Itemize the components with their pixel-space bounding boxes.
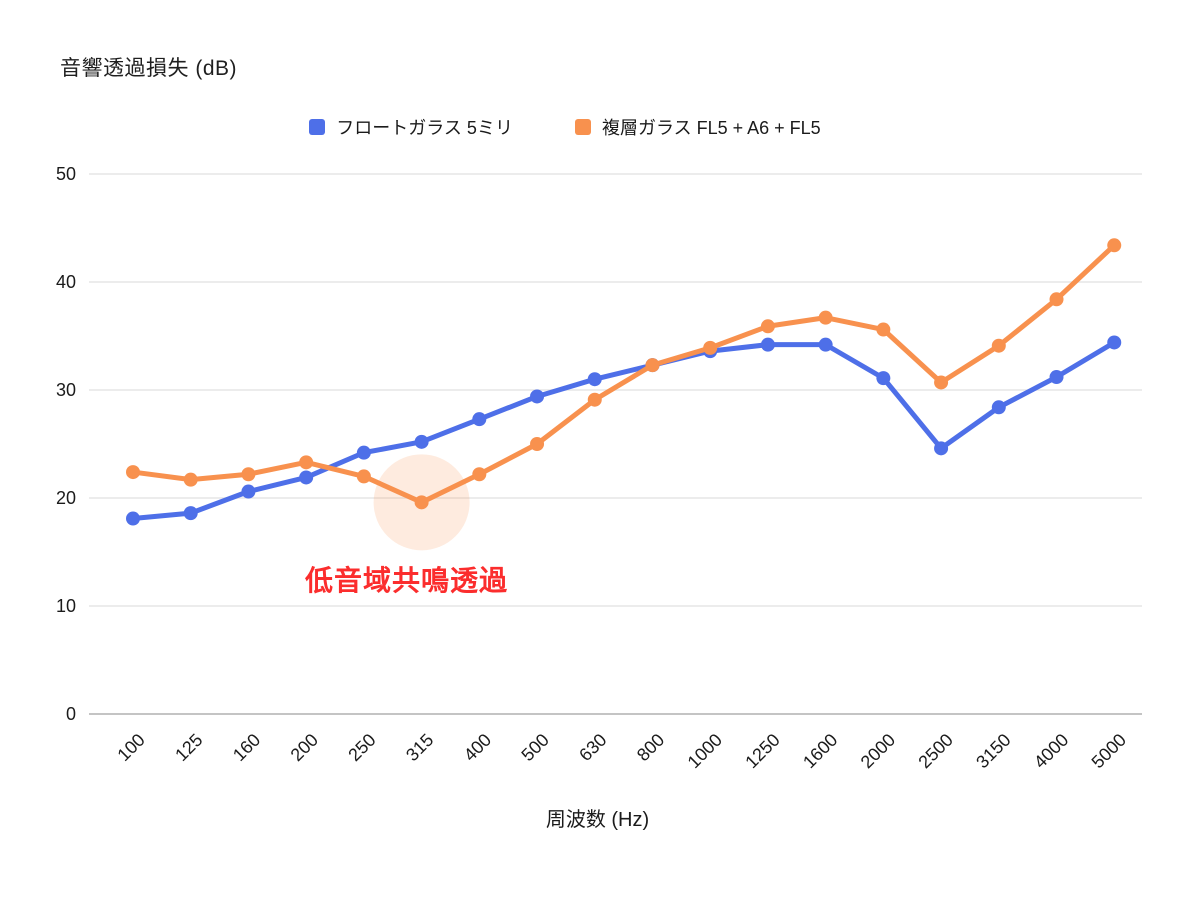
resonance-annotation: 低音域共鳴透過: [305, 565, 509, 596]
data-point: [356, 469, 371, 484]
legend-swatch-blue: [309, 119, 326, 135]
data-point: [1049, 292, 1064, 307]
legend-label: フロートガラス 5ミリ: [336, 118, 513, 138]
x-tick-label: 500: [517, 730, 552, 765]
x-tick-label: 400: [460, 730, 495, 765]
data-point: [703, 340, 718, 355]
series-float-glass: [126, 335, 1122, 526]
data-point: [183, 506, 198, 521]
data-point: [645, 358, 660, 373]
x-tick-label: 160: [229, 730, 264, 765]
x-tick-label: 1000: [684, 730, 726, 772]
legend-swatch-orange: [574, 119, 591, 135]
y-tick-label: 30: [56, 380, 76, 400]
x-tick-label: 2500: [914, 730, 956, 772]
y-tick-label: 20: [56, 488, 76, 508]
data-point: [530, 389, 545, 404]
y-axis-tick-labels: 0 10 20 30 40 50: [56, 164, 76, 724]
x-tick-label: 100: [113, 730, 148, 765]
data-point: [126, 511, 140, 526]
data-point: [472, 412, 487, 427]
x-axis-tick-labels: 100 125 160 200 250 315 400 500 630 800 1000 1250 16…: [113, 730, 1130, 772]
x-tick-label: 250: [344, 730, 379, 765]
legend: フロートガラス 5ミリ 複層ガラス FL5 + A6 + FL5: [0, 114, 1130, 140]
x-tick-label: 1600: [799, 730, 841, 772]
x-tick-label: 2000: [857, 730, 899, 772]
x-tick-label: 630: [575, 730, 610, 765]
data-point: [760, 337, 775, 352]
data-point: [530, 437, 545, 451]
data-point: [760, 319, 775, 334]
data-point: [876, 322, 891, 337]
chart-title: 音響透過損失 (dB): [60, 57, 238, 80]
data-point: [587, 372, 602, 387]
data-point: [299, 470, 314, 485]
data-point: [414, 434, 429, 449]
data-point: [356, 445, 371, 460]
series-line: [130, 242, 1117, 505]
data-point: [1107, 238, 1122, 253]
data-point: [126, 465, 140, 480]
y-tick-label: 40: [56, 272, 76, 292]
legend-label: 複層ガラス FL5 + A6 + FL5: [601, 118, 821, 138]
data-point: [876, 371, 891, 386]
x-tick-label: 5000: [1088, 730, 1130, 772]
x-tick-label: 800: [633, 730, 668, 765]
data-point: [991, 338, 1006, 353]
data-point: [183, 472, 198, 487]
y-tick-label: 10: [56, 596, 76, 616]
data-point: [934, 441, 949, 456]
data-point: [991, 400, 1006, 415]
data-point: [818, 310, 833, 325]
x-tick-label: 3150: [972, 730, 1014, 772]
data-point: [1049, 370, 1064, 385]
legend-item-double-glazing: 複層ガラス FL5 + A6 + FL5: [574, 114, 821, 140]
x-tick-label: 200: [287, 730, 322, 765]
x-tick-label: 125: [171, 730, 206, 765]
gridlines: [89, 173, 1142, 715]
data-point: [818, 337, 833, 352]
data-point: [299, 455, 314, 470]
x-axis-title: 周波数 (Hz): [545, 809, 650, 831]
series-double-glazing: [126, 238, 1122, 510]
x-tick-label: 4000: [1030, 730, 1072, 772]
data-point: [414, 495, 429, 510]
data-point: [241, 467, 256, 482]
legend-item-float-glass: フロートガラス 5ミリ: [309, 114, 513, 140]
data-point: [241, 484, 256, 499]
data-point: [472, 467, 487, 482]
data-point: [1107, 335, 1122, 350]
x-tick-label: 315: [402, 730, 437, 765]
data-point: [934, 375, 949, 390]
x-tick-label: 1250: [741, 730, 783, 772]
series-line: [130, 339, 1117, 522]
y-tick-label: 50: [56, 164, 76, 184]
data-point: [587, 392, 602, 407]
y-tick-label: 0: [66, 704, 76, 724]
